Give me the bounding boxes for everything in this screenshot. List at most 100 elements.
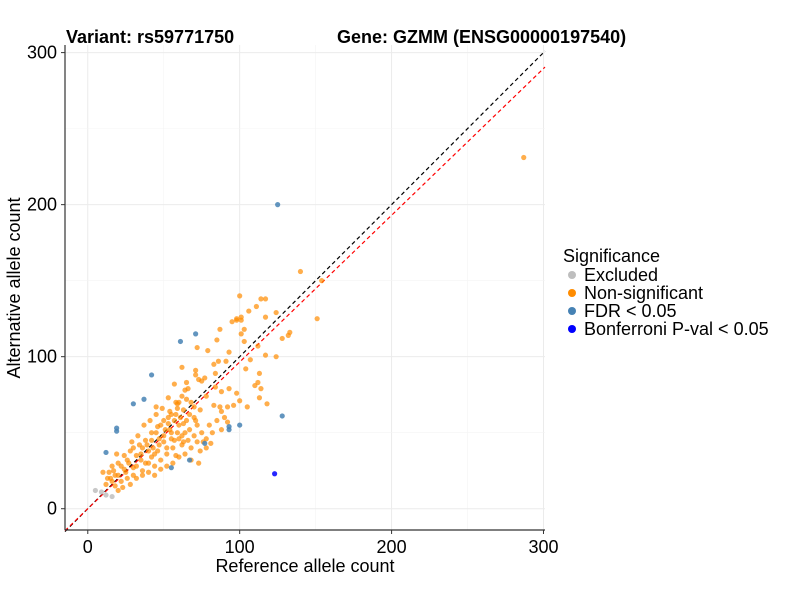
data-point-non-significant: [273, 309, 279, 316]
data-point-non-significant: [174, 405, 181, 411]
x-tick-label: 0: [83, 537, 93, 557]
data-point-non-significant: [155, 424, 161, 430]
data-point-non-significant: [262, 352, 269, 358]
data-point-non-significant: [521, 154, 527, 161]
data-point-non-significant: [142, 437, 149, 443]
data-point-excluded: [109, 493, 115, 500]
data-point-fdr-: [114, 428, 120, 434]
data-point-non-significant: [262, 296, 269, 302]
data-point-non-significant: [182, 430, 188, 436]
reference-line-identity: [64, 50, 546, 532]
data-point-non-significant: [114, 451, 120, 457]
data-point-non-significant: [153, 430, 159, 436]
legend-label: Bonferroni P-val < 0.05: [584, 319, 769, 339]
x-tick-label: 200: [377, 537, 407, 557]
data-point-non-significant: [148, 437, 155, 443]
legend-swatch: [568, 271, 576, 279]
data-point-non-significant: [255, 343, 261, 349]
data-point-non-significant: [186, 427, 193, 433]
data-point-non-significant: [234, 390, 240, 396]
data-point-non-significant: [164, 463, 170, 469]
title-gene: Gene: GZMM (ENSG00000197540): [337, 27, 626, 47]
y-axis-label: Alternative allele count: [4, 197, 24, 378]
data-point-non-significant: [127, 481, 133, 487]
data-point-non-significant: [156, 442, 162, 448]
reference-lines: [64, 50, 546, 532]
data-point-non-significant: [161, 439, 167, 445]
data-point-non-significant: [185, 437, 191, 443]
y-tick-label: 300: [27, 43, 57, 63]
data-point-non-significant: [138, 451, 144, 457]
reference-line-fit: [64, 66, 546, 532]
data-point-non-significant: [133, 475, 139, 481]
data-point-non-significant: [203, 445, 209, 451]
data-point-non-significant: [197, 448, 203, 454]
data-point-non-significant: [171, 417, 177, 424]
data-point-non-significant: [212, 384, 218, 390]
data-point-non-significant: [109, 463, 115, 469]
data-point-fdr-: [103, 449, 109, 456]
data-point-non-significant: [314, 316, 320, 322]
data-point-non-significant: [211, 402, 217, 408]
data-point-non-significant: [273, 354, 279, 360]
data-point-non-significant: [193, 367, 199, 373]
data-point-non-significant: [156, 436, 162, 442]
data-point-non-significant: [202, 375, 208, 381]
data-point-non-significant: [241, 326, 247, 332]
data-point-fdr-: [130, 401, 136, 407]
data-point-non-significant: [177, 414, 184, 421]
data-point-non-significant: [193, 372, 199, 378]
data-point-fdr-: [177, 338, 184, 345]
data-point-non-significant: [120, 484, 126, 491]
data-point-non-significant: [238, 331, 244, 337]
data-point-non-significant: [256, 370, 263, 377]
data-point-non-significant: [246, 308, 252, 314]
data-point-non-significant: [194, 344, 200, 351]
data-point-non-significant: [136, 442, 143, 448]
legend-swatch: [568, 289, 576, 297]
data-point-non-significant: [205, 347, 211, 354]
legend-swatch: [568, 325, 576, 333]
data-point-non-significant: [133, 452, 139, 459]
data-point-non-significant: [167, 427, 173, 433]
data-point-non-significant: [139, 468, 146, 474]
data-point-fdr-: [148, 372, 155, 378]
data-point-non-significant: [241, 338, 247, 345]
data-point-non-significant: [262, 314, 269, 320]
data-point-non-significant: [155, 448, 161, 454]
data-point-non-significant: [252, 382, 258, 389]
data-point-non-significant: [215, 358, 222, 364]
data-point-non-significant: [148, 454, 155, 460]
data-point-non-significant: [173, 411, 179, 418]
data-point-non-significant: [170, 445, 176, 451]
data-point-non-significant: [208, 440, 214, 446]
data-point-non-significant: [193, 417, 199, 424]
data-point-non-significant: [170, 460, 176, 466]
legend-swatch: [568, 307, 576, 315]
data-point-non-significant: [176, 436, 182, 442]
data-point-non-significant: [109, 478, 115, 484]
data-point-fdr-: [237, 422, 243, 428]
data-point-non-significant: [161, 417, 167, 424]
data-point-non-significant: [121, 466, 127, 472]
data-point-non-significant: [194, 422, 200, 428]
data-point-non-significant: [115, 460, 121, 466]
data-point-non-significant: [234, 317, 240, 323]
data-point-non-significant: [217, 404, 223, 410]
data-point-non-significant: [130, 445, 136, 451]
data-point-non-significant: [164, 451, 170, 457]
data-point-non-significant: [191, 404, 197, 410]
data-point-non-significant: [150, 445, 156, 451]
data-point-non-significant: [214, 337, 220, 343]
y-tick-label: 100: [27, 347, 57, 367]
data-point-non-significant: [180, 439, 187, 445]
data-point-non-significant: [180, 407, 187, 413]
data-point-non-significant: [174, 430, 181, 436]
data-point-non-significant: [121, 452, 127, 459]
data-point-non-significant: [118, 478, 124, 484]
data-point-non-significant: [244, 404, 250, 410]
data-point-non-significant: [145, 469, 152, 475]
data-point-non-significant: [188, 445, 194, 451]
data-point-non-significant: [147, 417, 153, 424]
grid: [65, 45, 545, 530]
